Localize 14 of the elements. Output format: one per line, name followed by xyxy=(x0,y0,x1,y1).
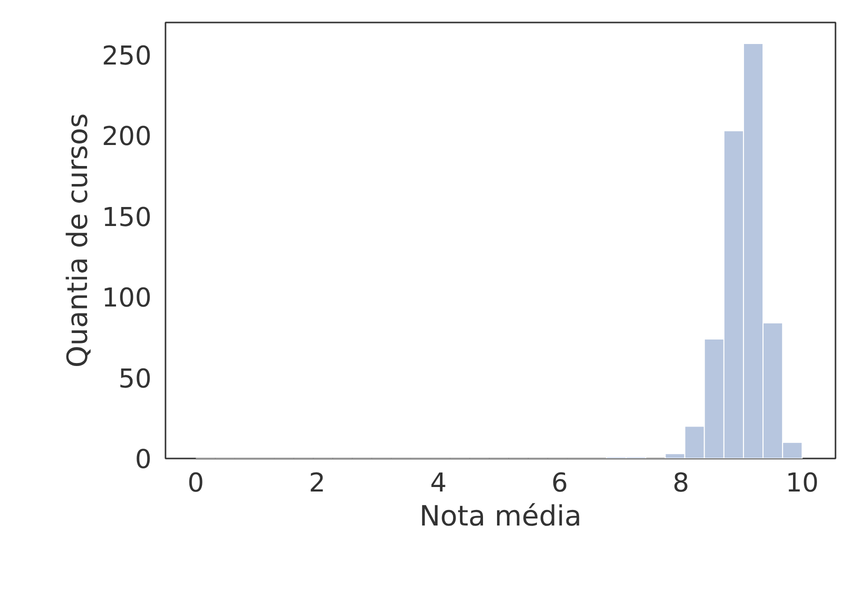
x-axis-title: Nota média xyxy=(419,500,582,532)
x-tick-label: 4 xyxy=(430,468,447,498)
x-tick-label: 0 xyxy=(188,468,204,498)
x-tick-label: 6 xyxy=(551,468,568,498)
y-tick-label: 200 xyxy=(102,122,152,152)
x-tick-label: 10 xyxy=(786,468,819,498)
y-tick-label: 50 xyxy=(118,364,152,394)
y-tick-label: 0 xyxy=(134,445,152,475)
x-tick-label: 2 xyxy=(308,468,326,498)
y-tick-label: 100 xyxy=(102,284,152,314)
y-tick-label: 150 xyxy=(102,202,152,233)
y-tick-label: 250 xyxy=(102,41,152,72)
x-tick-label: 8 xyxy=(672,468,690,498)
y-axis-title: Quantia de cursos xyxy=(60,113,94,368)
